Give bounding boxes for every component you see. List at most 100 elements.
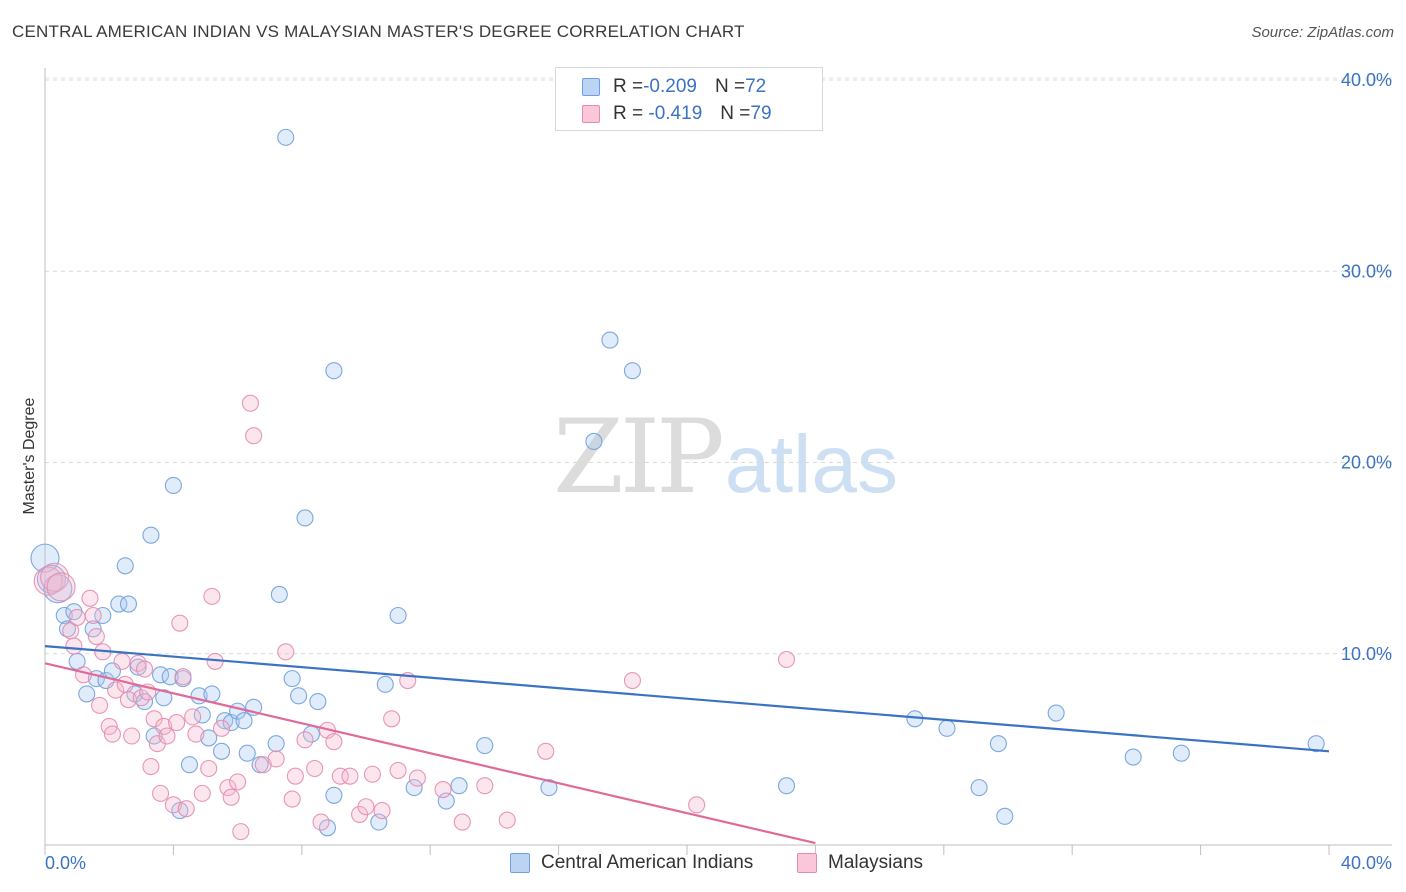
- blue-point-64: [938, 719, 956, 737]
- r-label-pink: R =: [613, 103, 644, 124]
- blue-point-70: [1172, 744, 1190, 762]
- blue-point-32: [213, 742, 231, 760]
- legend-pink-label: Malaysians: [828, 852, 924, 873]
- pink-point-72: [623, 671, 641, 690]
- blue-point-57: [476, 736, 494, 755]
- r-value-pink: -0.419: [643, 103, 703, 124]
- blue-point-25: [171, 802, 189, 820]
- r-value-blue: -0.209: [643, 76, 697, 97]
- pink-point-13: [103, 725, 121, 743]
- blue-point-65: [970, 779, 988, 797]
- pink-point-57: [331, 767, 349, 785]
- blue-point-53: [389, 606, 407, 625]
- pink-point-40: [213, 719, 231, 737]
- pink-point-61: [363, 765, 381, 783]
- blue-point-7: [78, 685, 96, 703]
- pink-point-33: [177, 800, 195, 818]
- pink-point-67: [434, 780, 452, 799]
- blue-point-3: [55, 606, 73, 625]
- pink-point-43: [229, 773, 247, 791]
- blue-trend-line: [44, 645, 1330, 753]
- blue-point-24: [164, 476, 182, 495]
- blue-point-14: [116, 557, 134, 575]
- blue-point-62: [777, 777, 796, 795]
- blue-point-52: [376, 675, 394, 693]
- stats-legend-row-blue: R = -0.209 N = 72: [582, 74, 766, 100]
- blue-point-50: [325, 362, 343, 380]
- pink-point-62: [373, 802, 391, 820]
- legend-item-central-american-indians: Central American Indians: [510, 852, 753, 874]
- pink-point-7: [81, 589, 99, 607]
- pink-point-58: [341, 767, 359, 785]
- y-tick-label-2: 30.0%: [1341, 261, 1392, 281]
- pink-point-21: [135, 660, 154, 678]
- legend-blue-label: Central American Indians: [541, 852, 754, 873]
- stats-legend: R = -0.209 N = 72 R = -0.419 N = 79: [555, 67, 823, 131]
- blue-point-41: [270, 585, 288, 604]
- pink-point-46: [245, 427, 263, 445]
- pink-point-10: [91, 696, 109, 714]
- pink-point-51: [286, 767, 304, 785]
- pink-point-70: [498, 811, 516, 829]
- y-tick-label-1: 20.0%: [1341, 453, 1392, 473]
- blue-point-59: [585, 432, 603, 451]
- pink-point-31: [171, 614, 189, 632]
- blue-point-45: [296, 509, 314, 527]
- pink-point-20: [132, 689, 150, 707]
- blue-point-13: [110, 595, 128, 613]
- pink-point-34: [184, 708, 202, 726]
- y-tick-label-0: 10.0%: [1341, 644, 1392, 664]
- pink-point-17: [119, 691, 138, 709]
- pink-point-74: [777, 650, 796, 669]
- x-tick-label-1: 40.0%: [1341, 853, 1392, 873]
- pink-point-23: [142, 758, 160, 776]
- pink-point-32: [174, 668, 192, 686]
- blue-point-67: [996, 807, 1014, 825]
- blue-point-36: [235, 712, 253, 730]
- blue-point-10: [94, 606, 112, 625]
- x-tick-label-0: 0.0%: [45, 853, 86, 873]
- blue-point-43: [283, 670, 301, 688]
- pink-point-37: [200, 759, 218, 778]
- pink-point-48: [267, 750, 285, 768]
- blue-point-37: [238, 744, 256, 762]
- pink-point-68: [453, 813, 471, 831]
- blue-point-48: [318, 819, 337, 837]
- blue-point-42: [277, 128, 295, 146]
- legend-blue-swatch: [510, 853, 530, 873]
- pink-point-26: [152, 784, 170, 802]
- blue-point-40: [267, 735, 285, 753]
- chart-source: Source: ZipAtlas.com: [1251, 24, 1394, 41]
- blue-point-22: [155, 689, 173, 707]
- blue-point-27: [180, 756, 198, 774]
- pink-point-14: [107, 681, 125, 699]
- blue-point-17: [129, 658, 147, 676]
- blue-point-58: [540, 779, 558, 797]
- blue-point-61: [623, 362, 641, 380]
- blue-point-30: [200, 729, 218, 747]
- pink-point-66: [408, 769, 426, 787]
- n-value-blue: 72: [745, 76, 767, 97]
- pink-trend-line: [44, 662, 816, 845]
- pink-point-49: [277, 643, 295, 661]
- blue-point-44: [290, 687, 308, 705]
- pink-point-71: [537, 742, 555, 760]
- stats-legend-row-pink: R = -0.419 N = 79: [582, 101, 772, 127]
- pink-point-30: [168, 714, 186, 732]
- y-tick-label-3: 40.0%: [1341, 70, 1392, 90]
- pink-swatch: [582, 105, 600, 123]
- pink-point-29: [164, 796, 182, 814]
- r-label-blue: R =: [613, 76, 644, 97]
- pink-point-60: [357, 798, 375, 816]
- pink-point-2: [46, 572, 76, 602]
- pink-point-6: [74, 666, 93, 684]
- blue-point-56: [450, 777, 468, 795]
- pink-point-52: [296, 731, 314, 749]
- pink-point-18: [123, 727, 141, 745]
- legend-item-malaysians: Malaysians: [797, 852, 923, 874]
- blue-point-19: [142, 526, 160, 544]
- y-axis-title: Master's Degree: [21, 397, 38, 514]
- blue-point-15: [119, 595, 138, 613]
- blue-point-49: [325, 786, 343, 804]
